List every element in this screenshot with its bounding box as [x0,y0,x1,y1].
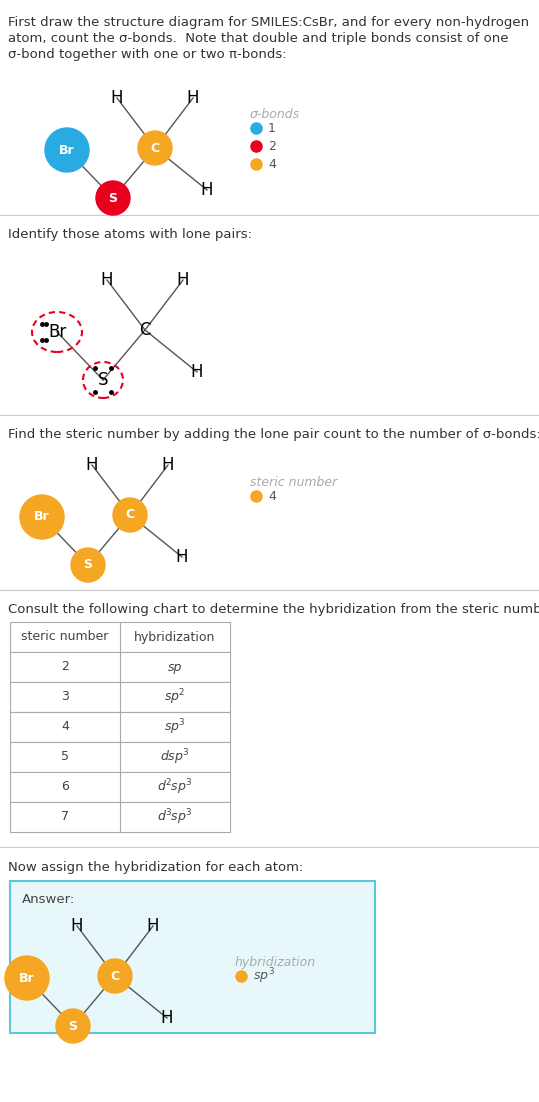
Circle shape [45,128,89,172]
Text: hybridization: hybridization [134,630,216,644]
Text: 2: 2 [268,140,276,152]
Text: C: C [150,141,160,154]
Text: 1: 1 [268,121,276,134]
Text: Br: Br [48,323,66,341]
FancyBboxPatch shape [10,712,230,742]
Text: Now assign the hybridization for each atom:: Now assign the hybridization for each at… [8,861,303,874]
Circle shape [98,959,132,993]
Text: d$^2$sp$^3$: d$^2$sp$^3$ [157,777,193,797]
Text: H: H [147,917,159,934]
Text: H: H [110,89,123,107]
Text: 4: 4 [268,158,276,171]
Text: Br: Br [34,510,50,523]
Text: H: H [162,456,174,474]
Text: σ-bonds: σ-bonds [250,108,300,121]
Circle shape [138,131,172,165]
Text: σ-bond together with one or two π-bonds:: σ-bond together with one or two π-bonds: [8,48,287,61]
Text: Consult the following chart to determine the hybridization from the steric numbe: Consult the following chart to determine… [8,603,539,616]
Text: sp$^2$: sp$^2$ [164,688,185,706]
Text: H: H [186,89,199,107]
Text: Answer:: Answer: [22,893,75,906]
FancyBboxPatch shape [10,652,230,682]
Text: sp$^3$: sp$^3$ [164,717,186,737]
Text: First draw the structure diagram for SMILES:CsBr, and for every non-hydrogen: First draw the structure diagram for SMI… [8,17,529,29]
Circle shape [5,957,49,1000]
Text: 6: 6 [61,780,69,793]
Text: C: C [139,321,151,339]
Text: Br: Br [59,143,75,156]
Text: H: H [161,1009,173,1027]
Text: S: S [68,1019,78,1033]
Text: 2: 2 [61,660,69,673]
Text: S: S [98,371,108,389]
Text: steric number: steric number [22,630,109,644]
Text: 4: 4 [268,489,276,503]
FancyBboxPatch shape [10,682,230,712]
Text: H: H [177,271,189,289]
Circle shape [113,498,147,532]
Text: H: H [176,548,188,566]
Text: H: H [86,456,98,474]
Text: S: S [84,559,93,572]
Text: C: C [110,970,120,983]
Text: Br: Br [19,972,35,984]
Text: steric number: steric number [250,476,337,489]
Text: atom, count the σ-bonds.  Note that double and triple bonds consist of one: atom, count the σ-bonds. Note that doubl… [8,32,508,45]
Circle shape [20,495,64,539]
Text: d$^3$sp$^3$: d$^3$sp$^3$ [157,807,193,826]
FancyBboxPatch shape [10,802,230,832]
FancyBboxPatch shape [10,742,230,773]
Text: sp: sp [168,660,182,673]
Text: 7: 7 [61,810,69,823]
Text: $sp^3$: $sp^3$ [253,966,275,986]
Text: H: H [71,917,83,934]
Circle shape [56,1009,90,1042]
Text: dsp$^3$: dsp$^3$ [160,747,190,767]
Text: 4: 4 [61,721,69,734]
Text: H: H [191,363,203,381]
Text: S: S [108,192,118,205]
Text: 3: 3 [61,691,69,703]
Text: H: H [101,271,113,289]
FancyBboxPatch shape [10,773,230,802]
Text: C: C [126,508,135,521]
Text: Identify those atoms with lone pairs:: Identify those atoms with lone pairs: [8,228,252,241]
FancyBboxPatch shape [10,880,375,1033]
FancyBboxPatch shape [10,622,230,652]
Circle shape [96,181,130,215]
Text: hybridization: hybridization [235,957,316,969]
Text: 5: 5 [61,750,69,764]
Text: Find the steric number by adding the lone pair count to the number of σ-bonds:: Find the steric number by adding the lon… [8,428,539,441]
Text: H: H [201,181,213,199]
Circle shape [71,548,105,582]
